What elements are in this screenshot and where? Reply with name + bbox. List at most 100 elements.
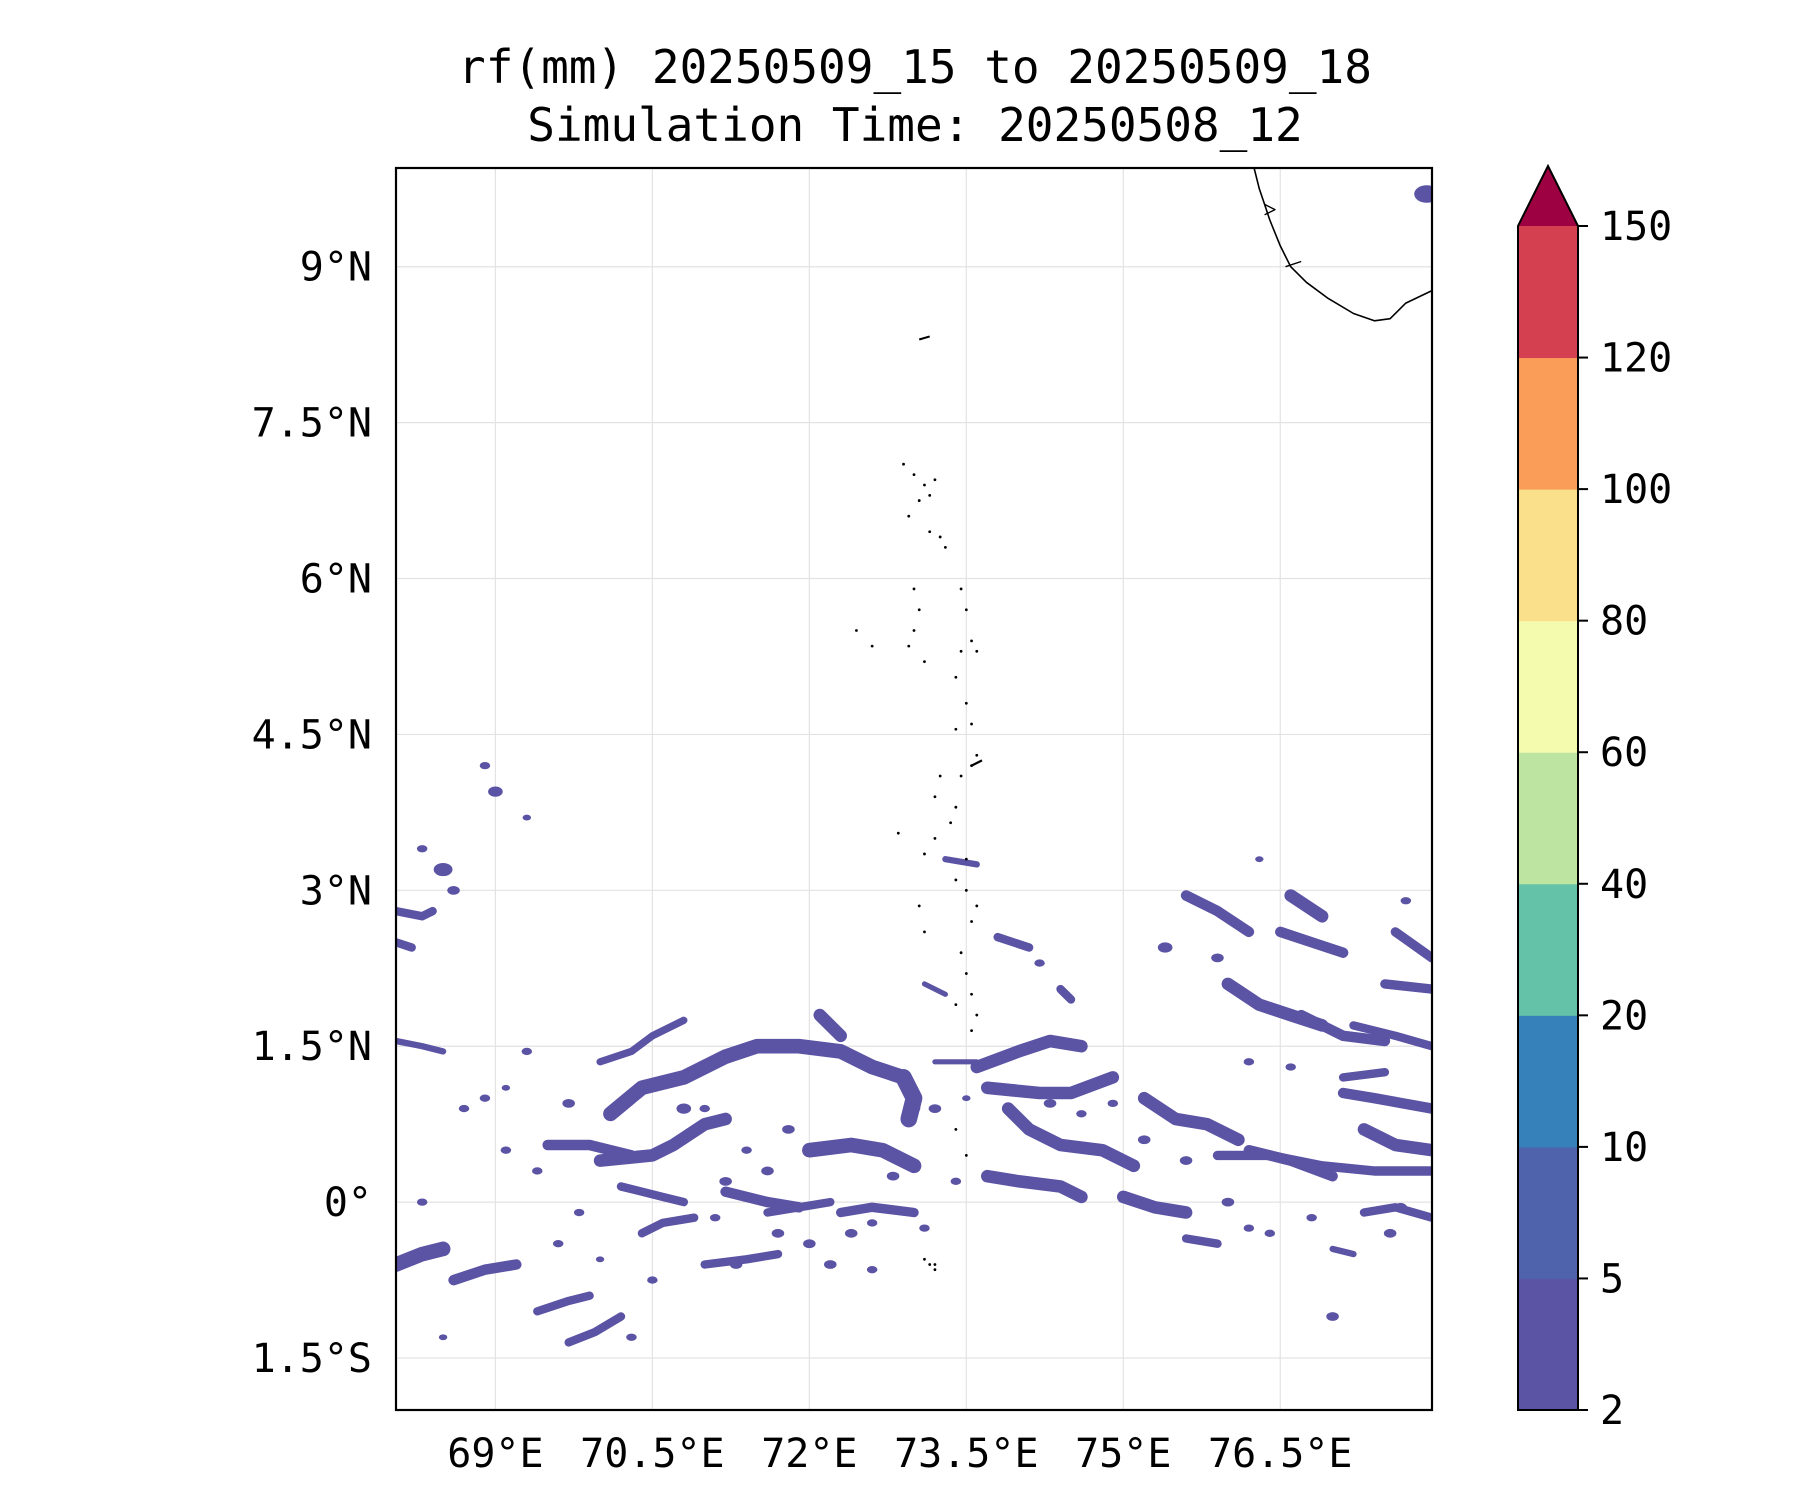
atoll-outline bbox=[923, 852, 926, 856]
rain-patch bbox=[1107, 1099, 1119, 1108]
atoll-outline bbox=[970, 1029, 973, 1033]
atoll-outline bbox=[923, 1257, 926, 1261]
rain-patch bbox=[1221, 1197, 1235, 1207]
lat-tick-label: 1.5°S bbox=[252, 1336, 372, 1382]
atoll-outline bbox=[912, 473, 916, 477]
rain-contour bbox=[396, 906, 437, 921]
rain-patch bbox=[803, 1239, 816, 1249]
rain-contour bbox=[802, 1137, 922, 1174]
lat-tick-label: 4.5°N bbox=[252, 712, 372, 758]
rain-contour bbox=[813, 1008, 847, 1043]
rain-patch bbox=[907, 1104, 921, 1113]
rain-contour bbox=[993, 932, 1034, 952]
rain-contour bbox=[448, 1259, 522, 1286]
rain-contour bbox=[564, 1312, 626, 1347]
atoll-outline bbox=[912, 587, 916, 591]
coastline-segment bbox=[1285, 260, 1302, 268]
colorbar-tick-label: 100 bbox=[1600, 467, 1672, 513]
rain-patch bbox=[552, 1240, 564, 1248]
atoll-outline bbox=[933, 478, 937, 482]
colorbar: 2 5 10 20 40 60 80 100 120 150 bbox=[1517, 163, 1672, 1434]
atoll-outline bbox=[959, 587, 963, 591]
atoll-outline bbox=[975, 1013, 979, 1017]
colorbar-tick-label: 40 bbox=[1600, 862, 1648, 908]
atoll-outline bbox=[896, 831, 900, 835]
rain-patch bbox=[844, 1228, 858, 1238]
rain-patch bbox=[522, 814, 531, 821]
colorbar-tick-label: 150 bbox=[1600, 204, 1672, 250]
atoll-outline bbox=[954, 1127, 958, 1131]
atoll-outline bbox=[928, 493, 932, 497]
atoll-outline bbox=[964, 701, 968, 705]
atoll-outline bbox=[970, 920, 973, 923]
rain-patch bbox=[1400, 897, 1412, 905]
rain-patch bbox=[1285, 1063, 1296, 1071]
atoll-outline bbox=[870, 644, 874, 648]
colorbar-tick-label: 80 bbox=[1600, 599, 1648, 645]
atoll-outline bbox=[917, 499, 921, 502]
rain-patch bbox=[1414, 185, 1432, 203]
rain-patch bbox=[1179, 1156, 1193, 1165]
rain-contour bbox=[1181, 1234, 1222, 1248]
rain-contour bbox=[542, 1139, 637, 1161]
rain-patch bbox=[416, 1198, 428, 1206]
coastline-segment bbox=[1264, 203, 1276, 216]
rain-patch bbox=[479, 761, 491, 770]
rain-patch bbox=[886, 1171, 900, 1181]
rain-contour bbox=[396, 1037, 447, 1055]
colorbar-segment bbox=[1518, 1278, 1578, 1411]
atoll-outline bbox=[959, 774, 963, 778]
rain-contour bbox=[1117, 1190, 1193, 1219]
colorbar-tick-label: 5 bbox=[1600, 1256, 1624, 1302]
atoll-outline bbox=[923, 483, 926, 487]
colorbar-segment bbox=[1518, 883, 1578, 1016]
rain-contour bbox=[603, 1038, 911, 1122]
rain-contour bbox=[921, 981, 948, 997]
rain-contour bbox=[596, 1016, 688, 1066]
atoll-outline bbox=[964, 608, 968, 612]
atoll-outline bbox=[943, 545, 947, 549]
title-line-2: Simulation Time: 20250508_12 bbox=[527, 98, 1303, 152]
lat-tick-label: 6°N bbox=[300, 557, 372, 603]
rain-patch bbox=[1255, 856, 1264, 863]
lat-tick-label: 7.5°N bbox=[252, 401, 372, 447]
coastline-segment bbox=[971, 759, 983, 767]
rain-contour bbox=[1001, 1102, 1141, 1173]
longitude-tick-labels: 69°E 70.5°E 72°E 73.5°E 75°E 76.5°E bbox=[447, 1431, 1352, 1477]
rain-patch bbox=[866, 1219, 878, 1227]
lat-tick-label: 3°N bbox=[300, 868, 372, 914]
rain-patch bbox=[729, 1260, 743, 1269]
rain-patch bbox=[1326, 1312, 1339, 1321]
colorbar-segment bbox=[1518, 226, 1578, 359]
atoll-outline bbox=[923, 660, 926, 664]
lon-tick-label: 75°E bbox=[1075, 1431, 1171, 1477]
atoll-outline bbox=[938, 774, 942, 778]
atoll-outline bbox=[912, 629, 916, 632]
atoll-outline bbox=[933, 1263, 937, 1266]
rain-patch bbox=[1306, 1214, 1317, 1222]
rain-patch bbox=[1264, 1229, 1276, 1237]
rain-patch bbox=[595, 1256, 605, 1263]
atoll-outline bbox=[975, 649, 979, 653]
coastline bbox=[855, 168, 1432, 1272]
rain-patch bbox=[782, 1124, 795, 1134]
atoll-outline bbox=[964, 972, 968, 975]
rain-patch bbox=[709, 1214, 721, 1222]
rain-patch bbox=[1394, 1202, 1407, 1212]
colorbar-segment bbox=[1518, 357, 1578, 490]
atoll-outline bbox=[933, 1268, 937, 1272]
atoll-outline bbox=[855, 629, 858, 632]
atoll-outline bbox=[970, 992, 973, 996]
atoll-outline bbox=[907, 644, 911, 648]
atoll-outline bbox=[975, 904, 979, 908]
rain-contour bbox=[700, 1249, 783, 1269]
atoll-outline bbox=[928, 530, 932, 534]
atoll-outline bbox=[923, 930, 926, 934]
rain-patch bbox=[1157, 942, 1173, 953]
colorbar-tick-label: 60 bbox=[1600, 730, 1648, 776]
atoll-outline bbox=[970, 639, 973, 643]
lat-tick-label: 1.5°N bbox=[252, 1024, 372, 1070]
rain-patch bbox=[521, 1047, 533, 1056]
colorbar-segment bbox=[1518, 1015, 1578, 1148]
rain-contour bbox=[981, 1169, 1088, 1204]
